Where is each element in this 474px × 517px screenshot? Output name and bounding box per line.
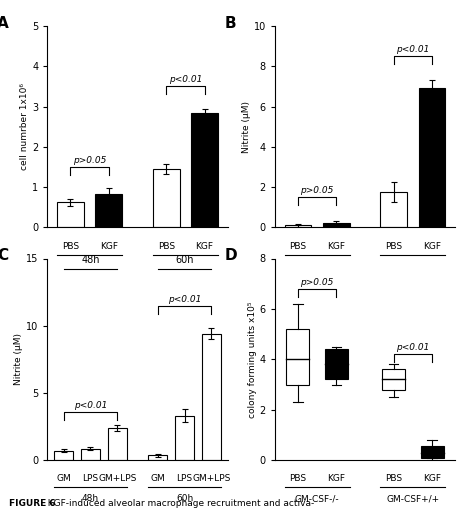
Text: D: D bbox=[225, 249, 237, 264]
Text: C: C bbox=[0, 249, 8, 264]
Bar bbox=[325, 349, 348, 379]
Text: PBS: PBS bbox=[385, 241, 402, 251]
Bar bbox=[175, 416, 194, 460]
Text: GM-CSF+/+: GM-CSF+/+ bbox=[159, 262, 212, 271]
Y-axis label: Nitrite (μM): Nitrite (μM) bbox=[242, 101, 251, 153]
Bar bbox=[148, 455, 167, 460]
Bar bbox=[191, 113, 218, 227]
Text: p<0.01: p<0.01 bbox=[396, 45, 429, 54]
Text: GM+LPS: GM+LPS bbox=[98, 474, 137, 483]
Bar bbox=[202, 334, 221, 460]
Text: PBS: PBS bbox=[62, 241, 79, 251]
Bar bbox=[108, 428, 127, 460]
Y-axis label: Nitrite (μM): Nitrite (μM) bbox=[14, 333, 23, 385]
Bar bbox=[380, 192, 407, 227]
Text: FIGURE 6: FIGURE 6 bbox=[9, 499, 56, 508]
Text: B: B bbox=[225, 16, 236, 31]
Text: GM-CSF+/+: GM-CSF+/+ bbox=[386, 494, 439, 504]
Text: KGF: KGF bbox=[327, 241, 345, 251]
Bar bbox=[81, 449, 100, 460]
Text: KGF: KGF bbox=[100, 241, 118, 251]
Text: PBS: PBS bbox=[289, 474, 307, 483]
Y-axis label: colony forming units x10⁵: colony forming units x10⁵ bbox=[248, 301, 257, 418]
Text: GM-CSF-/-: GM-CSF-/- bbox=[67, 262, 112, 271]
Text: 48h: 48h bbox=[81, 255, 100, 265]
Text: p<0.01: p<0.01 bbox=[396, 343, 429, 352]
Text: PBS: PBS bbox=[385, 474, 402, 483]
Text: p<0.01: p<0.01 bbox=[168, 295, 201, 303]
Text: p<0.01: p<0.01 bbox=[74, 401, 107, 409]
Text: 60h: 60h bbox=[175, 255, 194, 265]
Bar bbox=[284, 225, 311, 227]
Text: GM-CSF-/-: GM-CSF-/- bbox=[295, 262, 339, 271]
Text: p>0.05: p>0.05 bbox=[301, 278, 334, 287]
Text: A: A bbox=[0, 16, 9, 31]
Text: 48h: 48h bbox=[82, 494, 99, 504]
Bar bbox=[323, 223, 350, 227]
Bar bbox=[54, 451, 73, 460]
Text: GM-CSF-/-: GM-CSF-/- bbox=[295, 494, 339, 504]
Text: GM-CSF+/+: GM-CSF+/+ bbox=[386, 262, 439, 271]
Text: GM+LPS: GM+LPS bbox=[192, 474, 230, 483]
Bar bbox=[95, 194, 122, 227]
Text: LPS: LPS bbox=[176, 474, 192, 483]
Text: KGF: KGF bbox=[423, 474, 441, 483]
Text: 60h: 60h bbox=[176, 494, 193, 504]
Bar bbox=[419, 88, 446, 227]
Bar bbox=[153, 169, 180, 227]
Y-axis label: cell numrber 1x10⁶: cell numrber 1x10⁶ bbox=[20, 83, 29, 170]
Bar bbox=[286, 329, 310, 385]
Text: p>0.05: p>0.05 bbox=[301, 186, 334, 195]
Text: PBS: PBS bbox=[289, 241, 307, 251]
Bar bbox=[420, 446, 444, 458]
Text: KGF: KGF bbox=[327, 474, 345, 483]
Text: KGF: KGF bbox=[196, 241, 213, 251]
Bar bbox=[57, 203, 84, 227]
Text: p>0.05: p>0.05 bbox=[73, 156, 106, 165]
Text: KGF-induced alveolar macrophage recruitment and activa-: KGF-induced alveolar macrophage recruitm… bbox=[42, 499, 314, 508]
Text: p<0.01: p<0.01 bbox=[169, 75, 202, 84]
Bar bbox=[382, 369, 405, 390]
Text: GM: GM bbox=[56, 474, 71, 483]
Text: KGF: KGF bbox=[423, 241, 441, 251]
Text: PBS: PBS bbox=[158, 241, 175, 251]
Text: GM: GM bbox=[150, 474, 165, 483]
Text: LPS: LPS bbox=[82, 474, 99, 483]
